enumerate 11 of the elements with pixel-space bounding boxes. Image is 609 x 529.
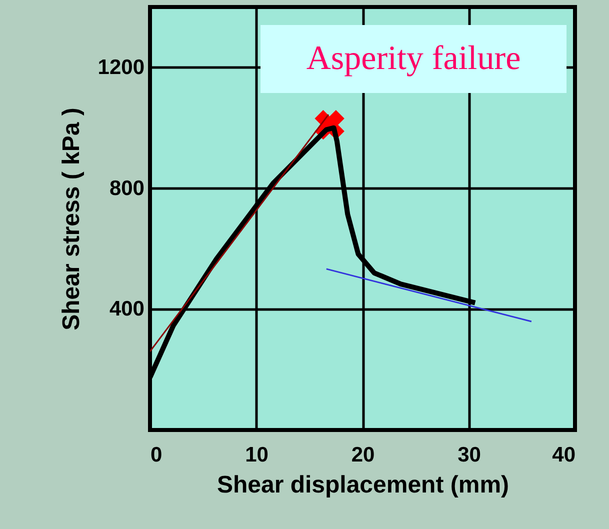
y-tick-label: 400: [109, 298, 144, 321]
x-tick-label: 40: [552, 444, 576, 466]
x-tick-label: 10: [245, 444, 268, 466]
y-tick-label: 1200: [98, 56, 144, 79]
y-tick-label: 800: [109, 176, 144, 200]
annotation: Asperity failure: [306, 40, 521, 77]
x-axis-title: Shear displacement (mm): [216, 472, 510, 498]
x-tick-label: 20: [351, 444, 375, 466]
y-axis-title: Shear stress ( kPa ): [58, 108, 85, 330]
x-tick-label: 30: [458, 444, 481, 466]
x-tick-label: 0: [150, 444, 162, 466]
